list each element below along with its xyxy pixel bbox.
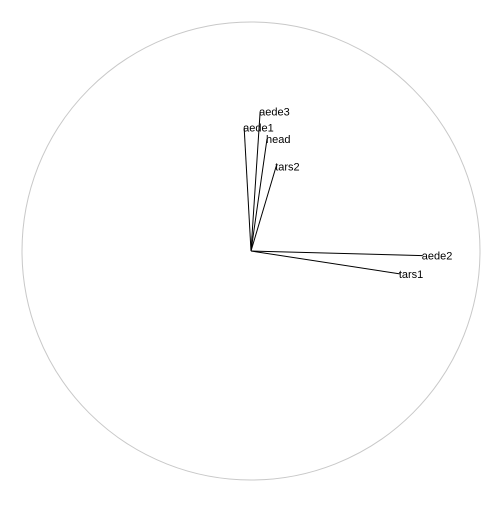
arrows-layer <box>243 111 423 275</box>
variable-label-tars1: tars1 <box>399 269 423 281</box>
variable-arrow-aede1 <box>243 127 252 252</box>
variable-arrow-tars1 <box>250 250 400 275</box>
variable-label-head: head <box>266 134 290 146</box>
variable-arrow-aede2 <box>250 250 423 257</box>
variable-label-aede3: aede3 <box>259 106 290 118</box>
variable-label-aede1: aede1 <box>243 122 274 134</box>
unit-circle <box>21 21 481 481</box>
variable-label-aede2: aede2 <box>422 251 453 263</box>
variable-arrow-head <box>250 138 268 252</box>
variable-arrow-aede3 <box>250 111 261 252</box>
variable-arrow-tars2 <box>250 166 277 252</box>
variable-label-tars2: tars2 <box>275 161 299 173</box>
